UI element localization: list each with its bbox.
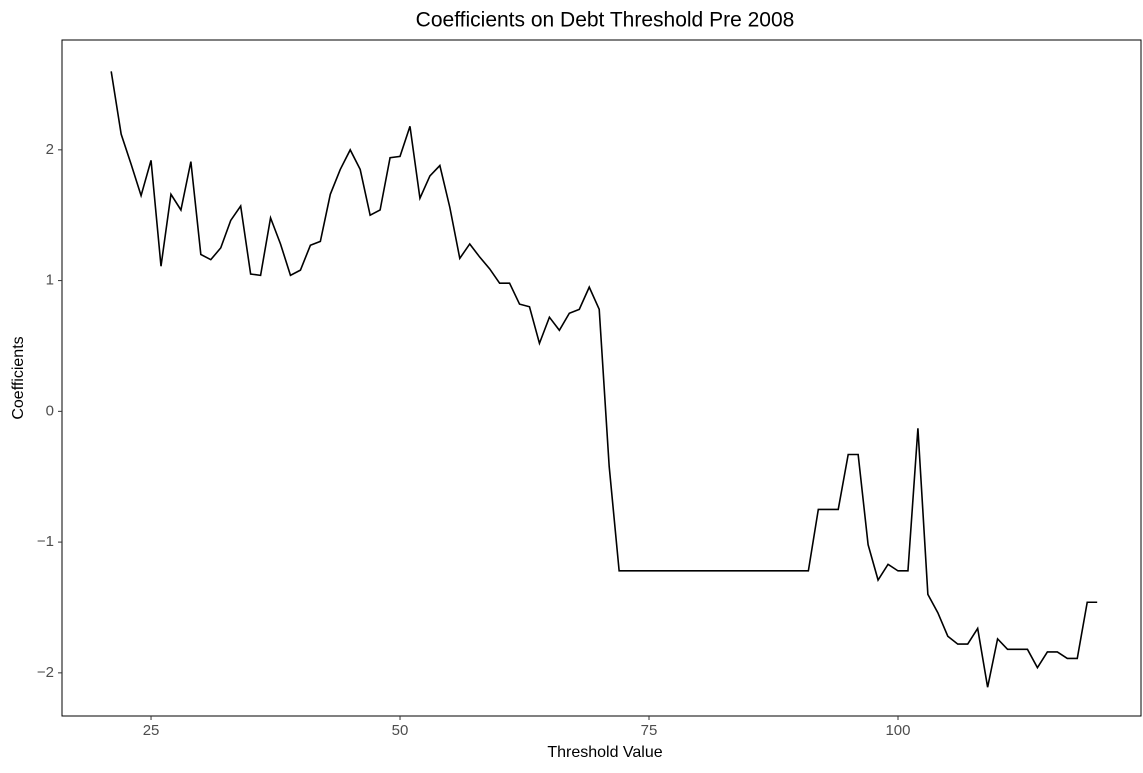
data-line [110,71,1098,688]
y-tick-label: −2 [37,664,54,681]
y-tick-label: 0 [46,402,54,419]
y-axis-label: Coefficients [10,336,27,419]
y-tick-label: −1 [37,533,54,550]
plot-frame [61,39,1142,717]
x-tick-label: 50 [392,722,409,739]
x-tick-label: 100 [885,722,910,739]
x-tick-label: 25 [143,722,160,739]
y-tick-label: 2 [46,141,54,158]
x-tick-label: 75 [641,722,658,739]
x-axis-label: Threshold Value [547,744,662,761]
y-tick-label: 1 [46,272,54,289]
chart-title: Coefficients on Debt Threshold Pre 2008 [416,9,795,32]
